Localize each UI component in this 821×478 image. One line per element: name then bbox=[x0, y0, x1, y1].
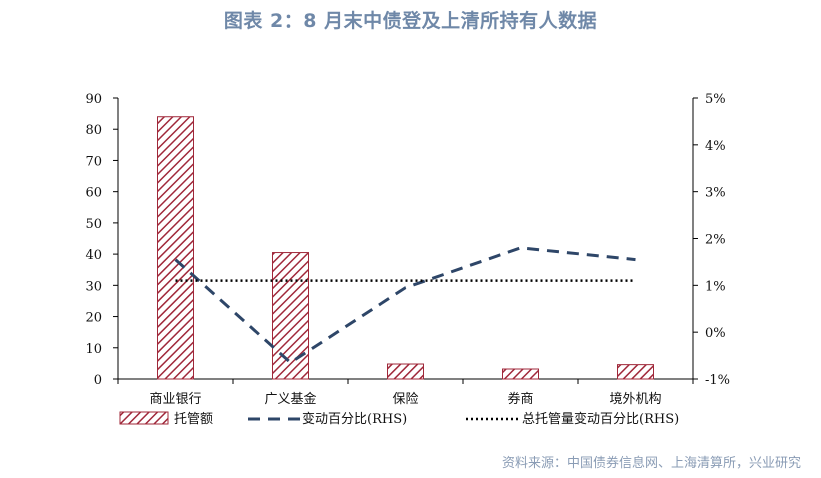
legend-swatch-bar bbox=[119, 411, 169, 425]
legend-label-dashed: 变动百分比(RHS) bbox=[302, 411, 407, 427]
left-tick-label: 20 bbox=[85, 311, 102, 326]
tick-labels: 0 10 20 30 40 50 60 70 80 90 -1% 0% 1% 2% 3% 4% 5% 商业银行 广义… bbox=[85, 92, 730, 407]
x-category-label: 广义基金 bbox=[264, 391, 316, 407]
left-tick-label: 50 bbox=[85, 217, 102, 232]
line-series bbox=[174, 246, 636, 365]
chart-title: 图表 2：8 月末中债登及上清所持有人数据 bbox=[223, 10, 598, 32]
x-category-label: 商业银行 bbox=[149, 392, 201, 407]
left-tick-label: 70 bbox=[85, 154, 102, 169]
left-tick-label: 30 bbox=[85, 279, 102, 294]
bar-商业银行 bbox=[157, 116, 194, 380]
legend-label-bar: 托管额 bbox=[174, 412, 213, 427]
axes bbox=[113, 97, 698, 384]
left-tick-label: 10 bbox=[85, 342, 102, 357]
left-tick-label: 90 bbox=[85, 92, 102, 107]
right-tick-label: 0% bbox=[705, 326, 726, 341]
legend-label-dotted: 总托管量变动百分比(RHS) bbox=[522, 411, 679, 427]
right-tick-label: 5% bbox=[705, 92, 726, 107]
bar-广义基金 bbox=[272, 252, 309, 380]
left-tick-label: 0 bbox=[94, 373, 102, 388]
left-tick-label: 80 bbox=[85, 123, 102, 138]
x-category-label: 保险 bbox=[392, 392, 418, 407]
bar-保险 bbox=[387, 363, 424, 380]
x-category-label: 境外机构 bbox=[609, 392, 661, 407]
right-tick-label: 2% bbox=[705, 233, 726, 248]
right-tick-label: 1% bbox=[705, 279, 726, 294]
right-tick-label: -1% bbox=[705, 373, 730, 388]
source-note: 资料来源：中国债券信息网、上海清算所，兴业研究 bbox=[501, 456, 801, 471]
left-tick-label: 60 bbox=[85, 186, 102, 201]
bar-境外机构 bbox=[617, 364, 654, 380]
bar-券商 bbox=[502, 368, 539, 380]
right-tick-label: 3% bbox=[705, 186, 726, 201]
x-category-label: 券商 bbox=[507, 391, 533, 407]
legend: 托管额 变动百分比(RHS) 总托管量变动百分比(RHS) bbox=[119, 411, 679, 427]
left-tick-label: 40 bbox=[85, 248, 102, 263]
bar-series bbox=[157, 116, 654, 380]
right-tick-label: 4% bbox=[705, 139, 726, 154]
line-change-pct bbox=[174, 246, 636, 365]
